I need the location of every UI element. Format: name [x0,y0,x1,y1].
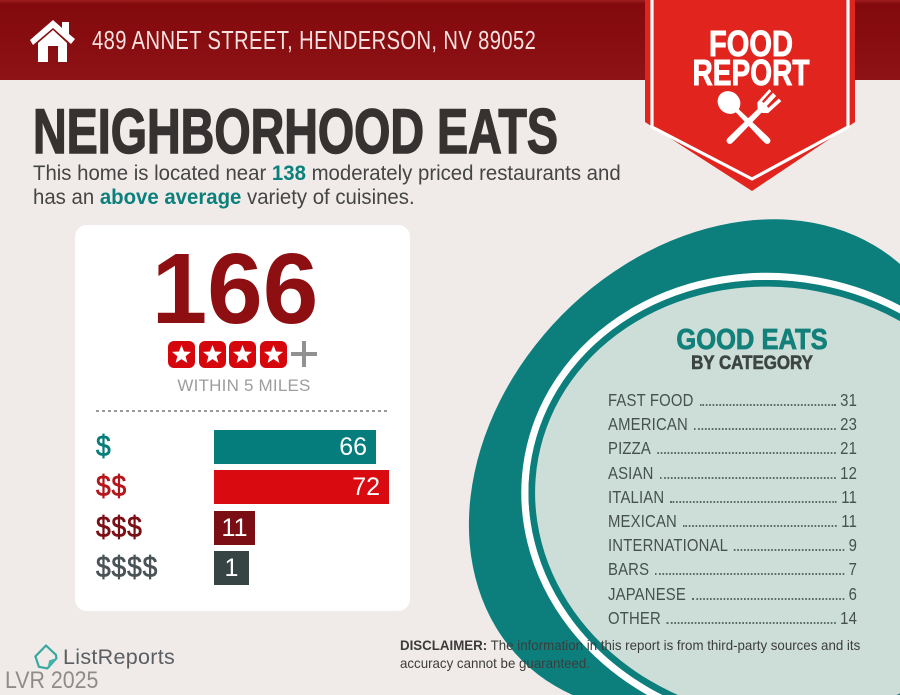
svg-text:FOOD: FOOD [709,23,793,64]
svg-text:REPORT: REPORT [693,52,810,93]
